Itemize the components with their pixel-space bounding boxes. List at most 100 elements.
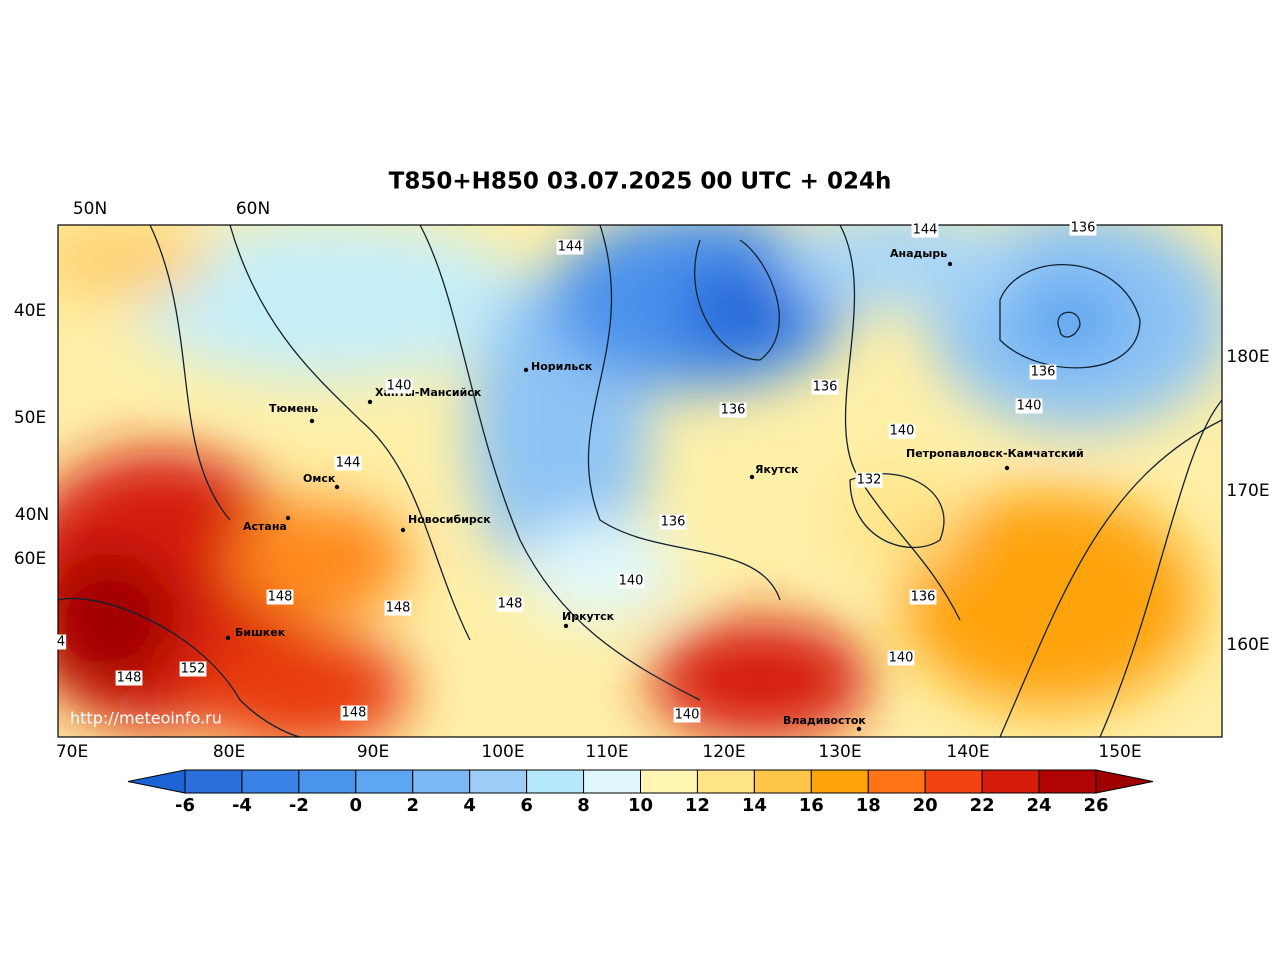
coord-label: 90E — [357, 742, 389, 762]
contour-label-bg — [911, 222, 939, 238]
coord-label: 160E — [1226, 635, 1269, 655]
colorbar-over — [1095, 769, 1154, 794]
coord-label: 40N — [15, 505, 49, 525]
colorbar-bin — [640, 769, 698, 794]
colorbar-tick-label: 22 — [970, 795, 995, 816]
contour-label: 136 — [721, 403, 746, 418]
city-label: Якутск — [755, 463, 799, 476]
contour-label: 148 — [386, 601, 411, 616]
colorbar-bin — [696, 769, 755, 794]
contour-label-bg — [1069, 220, 1097, 236]
coord-label: 40E — [14, 301, 46, 321]
colorbar-bin — [924, 769, 983, 794]
contour-label: 136 — [911, 590, 936, 605]
coord-label: 180E — [1226, 347, 1269, 367]
contour-label-bg — [340, 705, 368, 721]
contour-label: 136 — [1071, 221, 1096, 236]
city-dot — [285, 515, 291, 521]
colorbar-tick-label: 18 — [856, 795, 881, 816]
contour-label: 144 — [913, 223, 938, 238]
city-dot — [334, 484, 340, 490]
contour-label: 152 — [181, 662, 206, 677]
coord-label: 50N — [73, 199, 107, 219]
colorbar-tick-label: 2 — [406, 795, 419, 816]
colorbar-under — [127, 769, 186, 794]
coord-label: 100E — [481, 742, 524, 762]
colorbar-bin — [1038, 769, 1097, 794]
city-label: Новосибирск — [408, 513, 491, 526]
contour-label: 148 — [342, 706, 367, 721]
contour-label-bg — [855, 472, 883, 488]
colorbar-tick-label: -6 — [175, 795, 195, 816]
title: T850+H850 03.07.2025 00 UTC + 024h — [389, 169, 892, 195]
contour-label-bg — [909, 589, 937, 605]
watermark: http://meteoinfo.ru — [70, 709, 222, 728]
contour-label: 140 — [619, 574, 644, 589]
city-dot — [947, 261, 953, 267]
city-label: Петропавловск-Камчатский — [906, 447, 1084, 460]
coord-label: 110E — [585, 742, 628, 762]
contour-label-bg — [385, 378, 413, 394]
contour-label-bg — [617, 573, 645, 589]
colorbar-tick-label: 10 — [628, 795, 653, 816]
colorbar-bin — [184, 769, 243, 794]
city-dot — [225, 635, 231, 641]
contour-label-bg — [659, 514, 687, 530]
contour-label: 140 — [387, 379, 412, 394]
contour-label: 148 — [117, 671, 142, 686]
contour-label-bg — [115, 670, 143, 686]
city-label: Анадырь — [890, 247, 947, 260]
colorbar-tick-label: 20 — [913, 795, 938, 816]
city-dot — [856, 726, 862, 732]
contour-label: 140 — [890, 424, 915, 439]
coord-label: 60N — [236, 199, 270, 219]
contour-label: 140 — [675, 708, 700, 723]
contour-label-bg — [1015, 398, 1043, 414]
coord-label: 120E — [702, 742, 745, 762]
city-label: Омск — [303, 472, 336, 485]
colorbar-tick-label: 4 — [463, 795, 476, 816]
contour-label: 144 — [336, 456, 361, 471]
colorbar-tick-label: -2 — [289, 795, 309, 816]
contour-label-bg — [266, 589, 294, 605]
contour-label-bg — [384, 600, 412, 616]
contour-label-bg — [1029, 364, 1057, 380]
coord-label: 80E — [213, 742, 245, 762]
contour-label: 148 — [268, 590, 293, 605]
colorbar-bin — [867, 769, 926, 794]
contour-label-bg — [55, 634, 67, 650]
contour-label: 140 — [1017, 399, 1042, 414]
city-dot — [563, 623, 569, 629]
colorbar-bin — [753, 769, 812, 794]
colorbar-bin — [241, 769, 300, 794]
city-label: Астана — [243, 520, 287, 533]
coord-label: 170E — [1226, 481, 1269, 501]
colorbar-bin — [981, 769, 1040, 794]
contour-label: 148 — [498, 597, 523, 612]
contour-label: 136 — [1031, 365, 1056, 380]
contour-label-bg — [556, 239, 584, 255]
colorbar-tick-label: 12 — [685, 795, 710, 816]
colorbar-tick-label: -4 — [232, 795, 252, 816]
city-dot — [367, 399, 373, 405]
contour-label: 136 — [661, 515, 686, 530]
map-frame — [57, 224, 1223, 738]
colorbar-bin — [526, 769, 585, 794]
city-label: Иркутск — [562, 610, 615, 623]
colorbar-tick-label: 8 — [577, 795, 590, 816]
contour-label: 132 — [857, 473, 882, 488]
colorbar-bin — [810, 769, 869, 794]
colorbar: -6 -4 -2 0 2 4 6 8 10 12 14 16 18 20 22 24 26 — [127, 769, 1154, 816]
contour-label-bg — [887, 650, 915, 666]
contour-label: 144 — [558, 240, 583, 255]
colorbar-bin — [355, 769, 414, 794]
contour-label: 140 — [889, 651, 914, 666]
colorbar-bin — [412, 769, 471, 794]
colorbar-tick-label: 14 — [742, 795, 767, 816]
city-label: Владивосток — [783, 714, 866, 727]
city-dot — [309, 418, 315, 424]
contour-label: 136 — [813, 380, 838, 395]
coord-label: 140E — [946, 742, 989, 762]
city-dot — [400, 527, 406, 533]
